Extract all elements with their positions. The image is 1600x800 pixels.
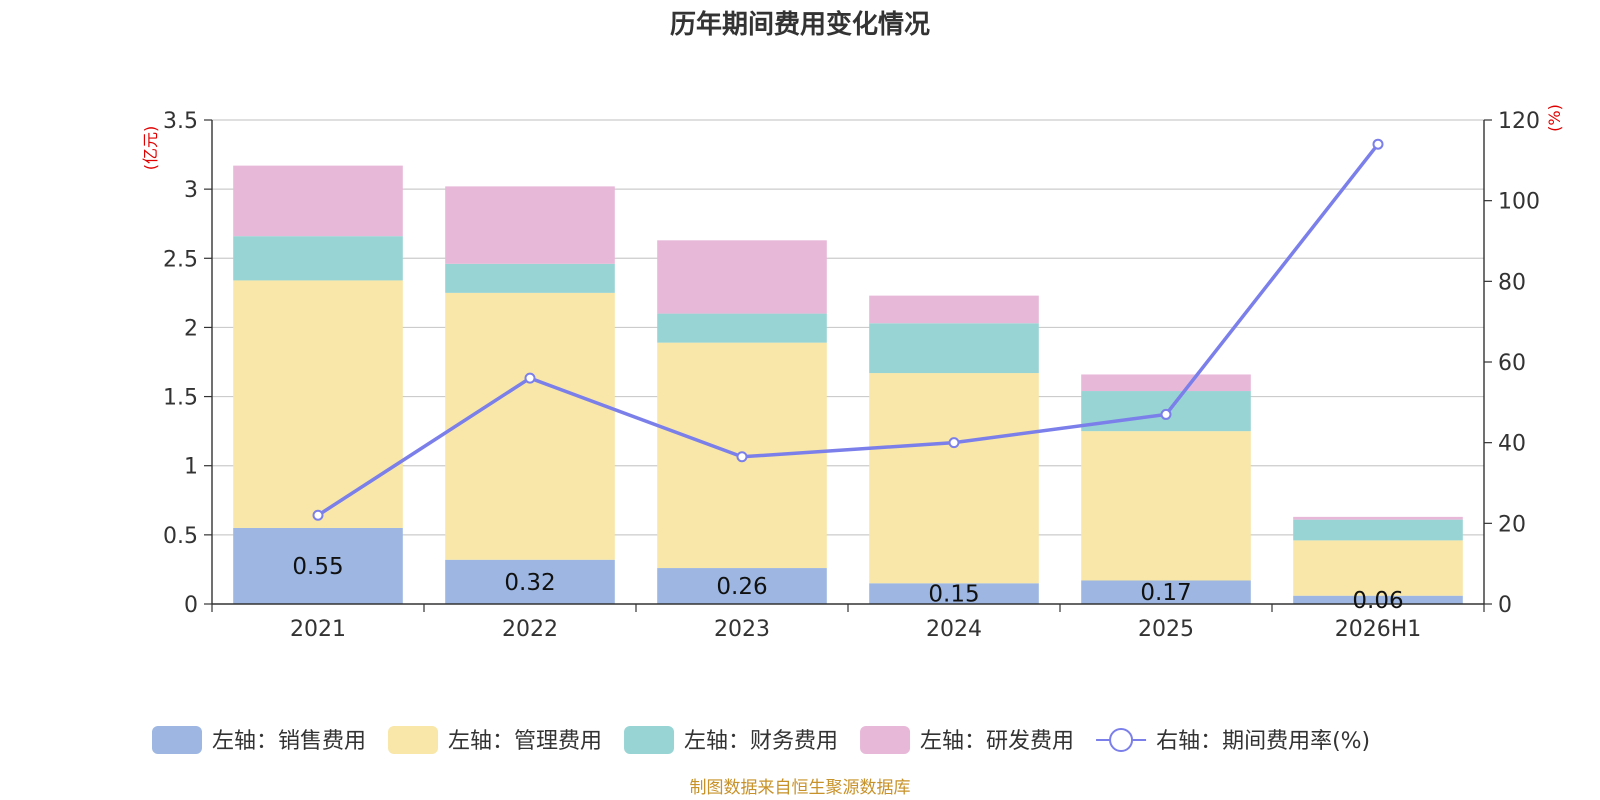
left-tick-label: 3 [184,178,198,203]
bar-segment [1081,580,1251,604]
right-tick-label: 0 [1498,593,1512,618]
grid [212,119,1484,536]
left-tick-label: 0.5 [163,524,198,549]
rate-line-path [317,143,1380,517]
bar-segment [233,280,403,528]
left-tick-label: 0 [184,593,198,618]
bar-segment [869,323,1039,374]
right-tick-label: 40 [1498,432,1526,457]
left-axis-unit: (亿元) [141,126,160,171]
data-labels: 0.55 0.32 0.26 0.15 0.17 0.06 [292,554,1403,614]
bar-data-label: 0.17 [1140,580,1191,606]
bar-segment [657,240,827,314]
source-note: 制图数据来自恒生聚源数据库 [690,778,911,798]
legend-label: 左轴：销售费用 [212,729,366,754]
bar-segment [1293,540,1463,596]
right-tick-label: 20 [1498,512,1526,537]
legend-label: 左轴：管理费用 [448,729,602,754]
bar-segment [233,527,403,604]
bar-segment [869,373,1039,584]
x-tick-label: 2024 [926,617,982,642]
bar-segment [1293,516,1463,520]
legend-swatch [860,726,911,754]
legend-marker [1109,728,1134,752]
rate-point [1372,138,1384,150]
rate-point [524,372,536,384]
bar-segment [869,295,1039,324]
left-tick-label: 3.5 [163,109,198,134]
bar-data-label: 0.32 [504,570,555,596]
bar-segment [1293,595,1463,604]
bar-segment [445,186,615,264]
legend-label: 左轴：研发费用 [920,729,1074,754]
bar-segment [233,165,403,237]
bar-segment [1081,374,1251,392]
legend-swatch [624,726,675,754]
bar-segment [445,292,615,560]
x-tick-label: 2021 [290,617,346,642]
left-tick-label: 1 [184,455,198,480]
bar-data-label: 0.26 [716,574,767,600]
bar-segment [445,559,615,604]
bars [233,165,1463,604]
legend-swatch [388,726,439,754]
right-tick-label: 80 [1498,270,1526,295]
rate-point [736,451,748,463]
legend: 左轴：销售费用 左轴：管理费用 左轴：财务费用 左轴：研发费用 右轴：期间费用率(%) [152,726,1370,754]
left-tick-label: 2 [184,316,198,341]
x-tick-label: 2025 [1138,617,1194,642]
x-tick-label: 2026H1 [1335,617,1422,642]
left-tick-label: 2.5 [163,247,198,272]
bar-data-label: 0.06 [1352,588,1403,614]
x-tick-label: 2022 [502,617,558,642]
rate-point [948,437,960,449]
bar-segment [445,263,615,293]
legend-label: 左轴：财务费用 [684,729,838,754]
right-axis-unit: (%) [1545,104,1564,132]
right-tick-label: 100 [1498,190,1540,215]
right-tick-label: 60 [1498,351,1526,376]
bar-segment [1081,431,1251,581]
bar-segment [1293,519,1463,541]
bar-segment [869,583,1039,604]
bar-data-label: 0.15 [928,582,979,608]
left-tick-label: 1.5 [163,386,198,411]
bar-segment [657,313,827,343]
rate-point [1160,408,1172,420]
axes: 0 0.5 1 1.5 2 2.5 3 3.5 0 20 40 60 80 100 120 2021 2022 2… [163,109,1540,642]
right-tick-label: 120 [1498,109,1540,134]
bar-segment [657,568,827,604]
legend-swatch [152,726,202,754]
legend-label: 右轴：期间费用率(%) [1156,729,1370,754]
x-tick-label: 2023 [714,617,770,642]
bar-data-label: 0.55 [292,554,343,580]
chart-title: 历年期间费用变化情况 [670,9,930,40]
bar-segment [233,236,403,281]
rate-line [312,138,1384,521]
rate-point [312,509,324,521]
